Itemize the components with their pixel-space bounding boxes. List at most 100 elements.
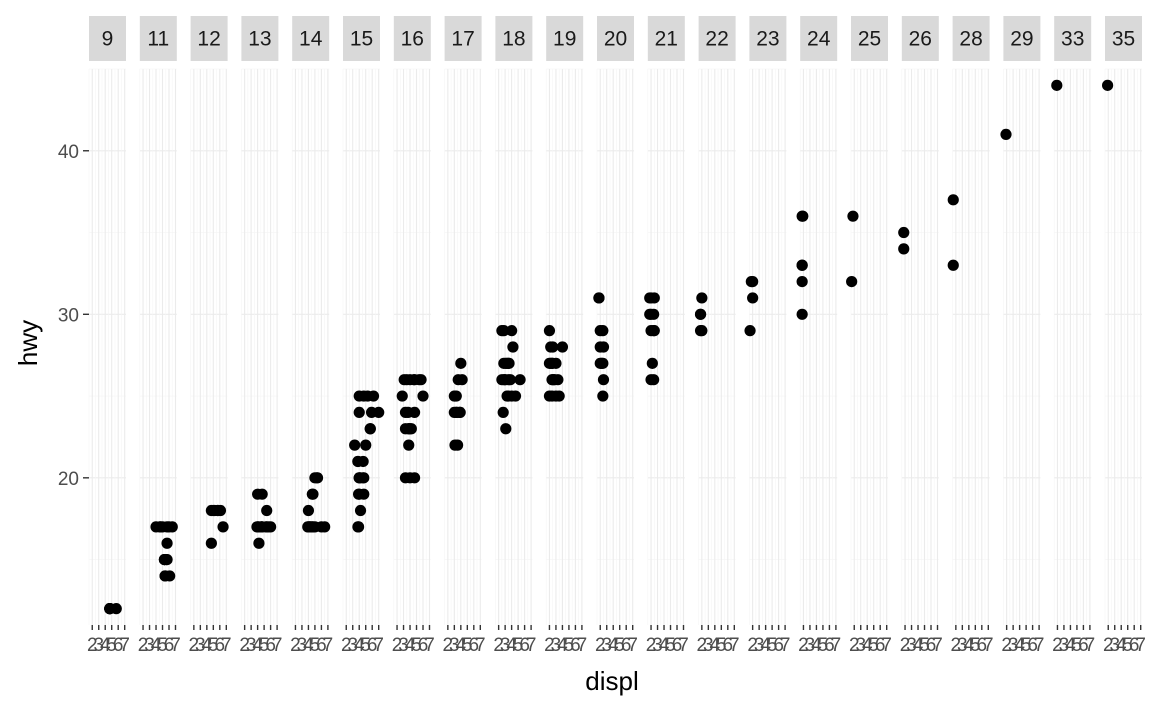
x-tick-label: 3 <box>601 635 612 656</box>
data-point <box>597 357 609 369</box>
facet-strip <box>190 16 228 61</box>
x-tick-label: 4 <box>659 635 670 656</box>
x-tick-label: 3 <box>1109 635 1120 656</box>
data-point <box>319 521 331 533</box>
data-point <box>597 374 610 386</box>
facet-strip-label: 28 <box>959 28 982 51</box>
facet-strip-label: 19 <box>553 28 576 51</box>
data-point <box>947 194 959 206</box>
facet-strip <box>89 16 126 61</box>
data-point <box>311 472 323 484</box>
x-tick-label: 2 <box>849 635 860 656</box>
x-tick-label: 6 <box>621 635 632 656</box>
data-point <box>502 357 514 369</box>
data-point <box>360 439 372 451</box>
x-tick-label: 5 <box>716 635 727 656</box>
x-tick-label: 7 <box>1135 635 1146 656</box>
data-point <box>1051 79 1063 91</box>
data-point <box>507 341 519 353</box>
panel-background <box>444 69 482 625</box>
facet-strip-label: 23 <box>756 28 779 51</box>
x-tick-label: 6 <box>265 635 276 656</box>
x-tick-label: 7 <box>678 635 689 656</box>
facet-strip-label: 18 <box>502 28 525 51</box>
facet-strip-label: 33 <box>1061 28 1084 51</box>
data-point <box>449 439 461 451</box>
data-point <box>696 292 708 304</box>
x-tick-label: 5 <box>868 635 879 656</box>
facet-strip-label: 21 <box>655 28 678 51</box>
facet-strip <box>800 16 838 61</box>
data-point <box>164 570 176 582</box>
data-point <box>645 308 657 320</box>
x-tick-label: 7 <box>424 635 435 656</box>
facet-strip <box>546 16 584 61</box>
x-tick-label: 2 <box>290 635 301 656</box>
panel-background <box>800 69 838 625</box>
x-tick-label: 7 <box>729 635 740 656</box>
facet-strip <box>495 16 533 61</box>
data-point <box>796 259 808 271</box>
data-point <box>543 325 556 337</box>
facet-strip <box>292 16 330 61</box>
x-tick-label: 4 <box>405 635 416 656</box>
x-tick-label: 6 <box>926 635 937 656</box>
facet-strip-label: 13 <box>248 28 271 51</box>
x-tick-label: 5 <box>919 635 930 656</box>
x-tick-label: 2 <box>138 635 149 656</box>
x-tick-label: 2 <box>189 635 200 656</box>
panel-background <box>292 69 330 625</box>
data-point <box>353 488 365 500</box>
data-point <box>455 357 467 369</box>
data-point <box>261 504 273 517</box>
data-point <box>253 537 265 549</box>
facet-strip-label: 20 <box>604 28 627 51</box>
x-tick-label: 2 <box>646 635 657 656</box>
x-tick-label: 5 <box>767 635 778 656</box>
data-point <box>796 275 808 288</box>
data-point <box>450 390 462 402</box>
facet-strip-label: 16 <box>401 28 424 51</box>
x-tick-label: 4 <box>506 635 517 656</box>
data-point <box>1102 79 1114 91</box>
x-tick-label: 5 <box>818 635 829 656</box>
data-point <box>260 521 272 533</box>
data-point <box>302 504 315 517</box>
x-tick-label: 2 <box>951 635 962 656</box>
x-tick-label: 6 <box>723 635 734 656</box>
x-tick-label: 3 <box>1008 635 1019 656</box>
x-tick-label: 5 <box>411 635 422 656</box>
data-point <box>745 275 757 288</box>
x-tick-label: 5 <box>157 635 168 656</box>
data-point <box>454 406 466 419</box>
x-tick-label: 5 <box>970 635 981 656</box>
data-point <box>696 325 708 337</box>
facet-strip-label: 29 <box>1010 28 1033 51</box>
data-point <box>797 210 809 222</box>
x-tick-label: 5 <box>513 635 524 656</box>
x-tick-label: 4 <box>303 635 314 656</box>
facet-panels: 2345679234567112345671223456713234567142… <box>87 16 1146 656</box>
facet-strip-label: 9 <box>102 28 114 51</box>
x-tick-label: 3 <box>144 635 155 656</box>
x-tick-label: 6 <box>1078 635 1089 656</box>
facet-strip <box>901 16 939 61</box>
x-tick-label: 7 <box>373 635 384 656</box>
facet-strip <box>952 16 990 61</box>
x-tick-label: 5 <box>106 635 117 656</box>
facet-strip-label: 26 <box>909 28 932 51</box>
panel-background <box>749 69 787 625</box>
facet-strip-label: 11 <box>147 28 169 51</box>
data-point <box>498 325 510 337</box>
data-point <box>796 308 808 320</box>
data-point <box>396 390 408 402</box>
